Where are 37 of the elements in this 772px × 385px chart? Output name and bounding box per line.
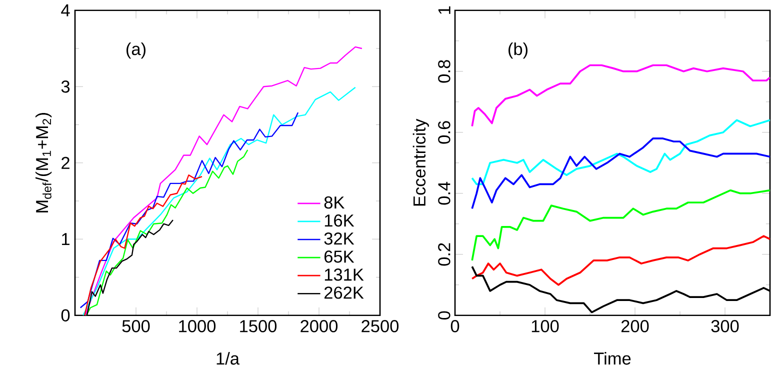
x-tick-label: 300 (711, 320, 739, 332)
y-tick-label: 0.6 (438, 120, 450, 144)
line-series (471, 234, 770, 286)
y-tick-label: 0 (61, 309, 70, 322)
y-tick-label: 0 (438, 311, 450, 320)
y-axis-title: Eccentricity (412, 118, 429, 206)
line-series (86, 149, 248, 316)
x-tick-label: 2500 (362, 320, 399, 332)
x-tick-label: 2000 (300, 320, 338, 332)
line-series (471, 64, 770, 128)
y-tick-label: 3 (61, 80, 70, 93)
legend-label: 262K (324, 286, 364, 299)
x-tick-label: 1500 (240, 320, 277, 332)
x-axis-title: 1/a (216, 352, 240, 365)
y-tick-label: 0.8 (438, 60, 450, 83)
x-axis-title: Time (594, 352, 631, 365)
x-tick-label: 100 (532, 320, 559, 332)
line-series (80, 112, 299, 308)
x-tick-label: 500 (122, 320, 150, 332)
y-tick-label: 0.4 (438, 182, 450, 205)
annotation: (b) (508, 42, 528, 58)
line-series (84, 174, 203, 316)
legend-label: 131K (324, 268, 364, 281)
legend-label: 16K (324, 214, 354, 226)
legend-label: 32K (324, 232, 354, 245)
x-tick-label: 1000 (179, 320, 216, 332)
y-tick-label: 1 (438, 6, 450, 14)
y-tick-label: 1 (62, 233, 70, 245)
y-axis-title: M$_{def}$/(M$_{1}$+M$_{2}$) (35, 112, 52, 212)
y-tick-label: 4 (61, 4, 70, 16)
x-tick-label: 0 (450, 320, 460, 332)
annotation: (a) (126, 42, 146, 58)
y-tick-label: 0.2 (438, 243, 450, 266)
legend-label: 65K (324, 250, 354, 263)
legend-label: 8K (324, 196, 345, 208)
y-tick-label: 2 (62, 156, 70, 169)
x-tick-label: 200 (621, 320, 649, 332)
